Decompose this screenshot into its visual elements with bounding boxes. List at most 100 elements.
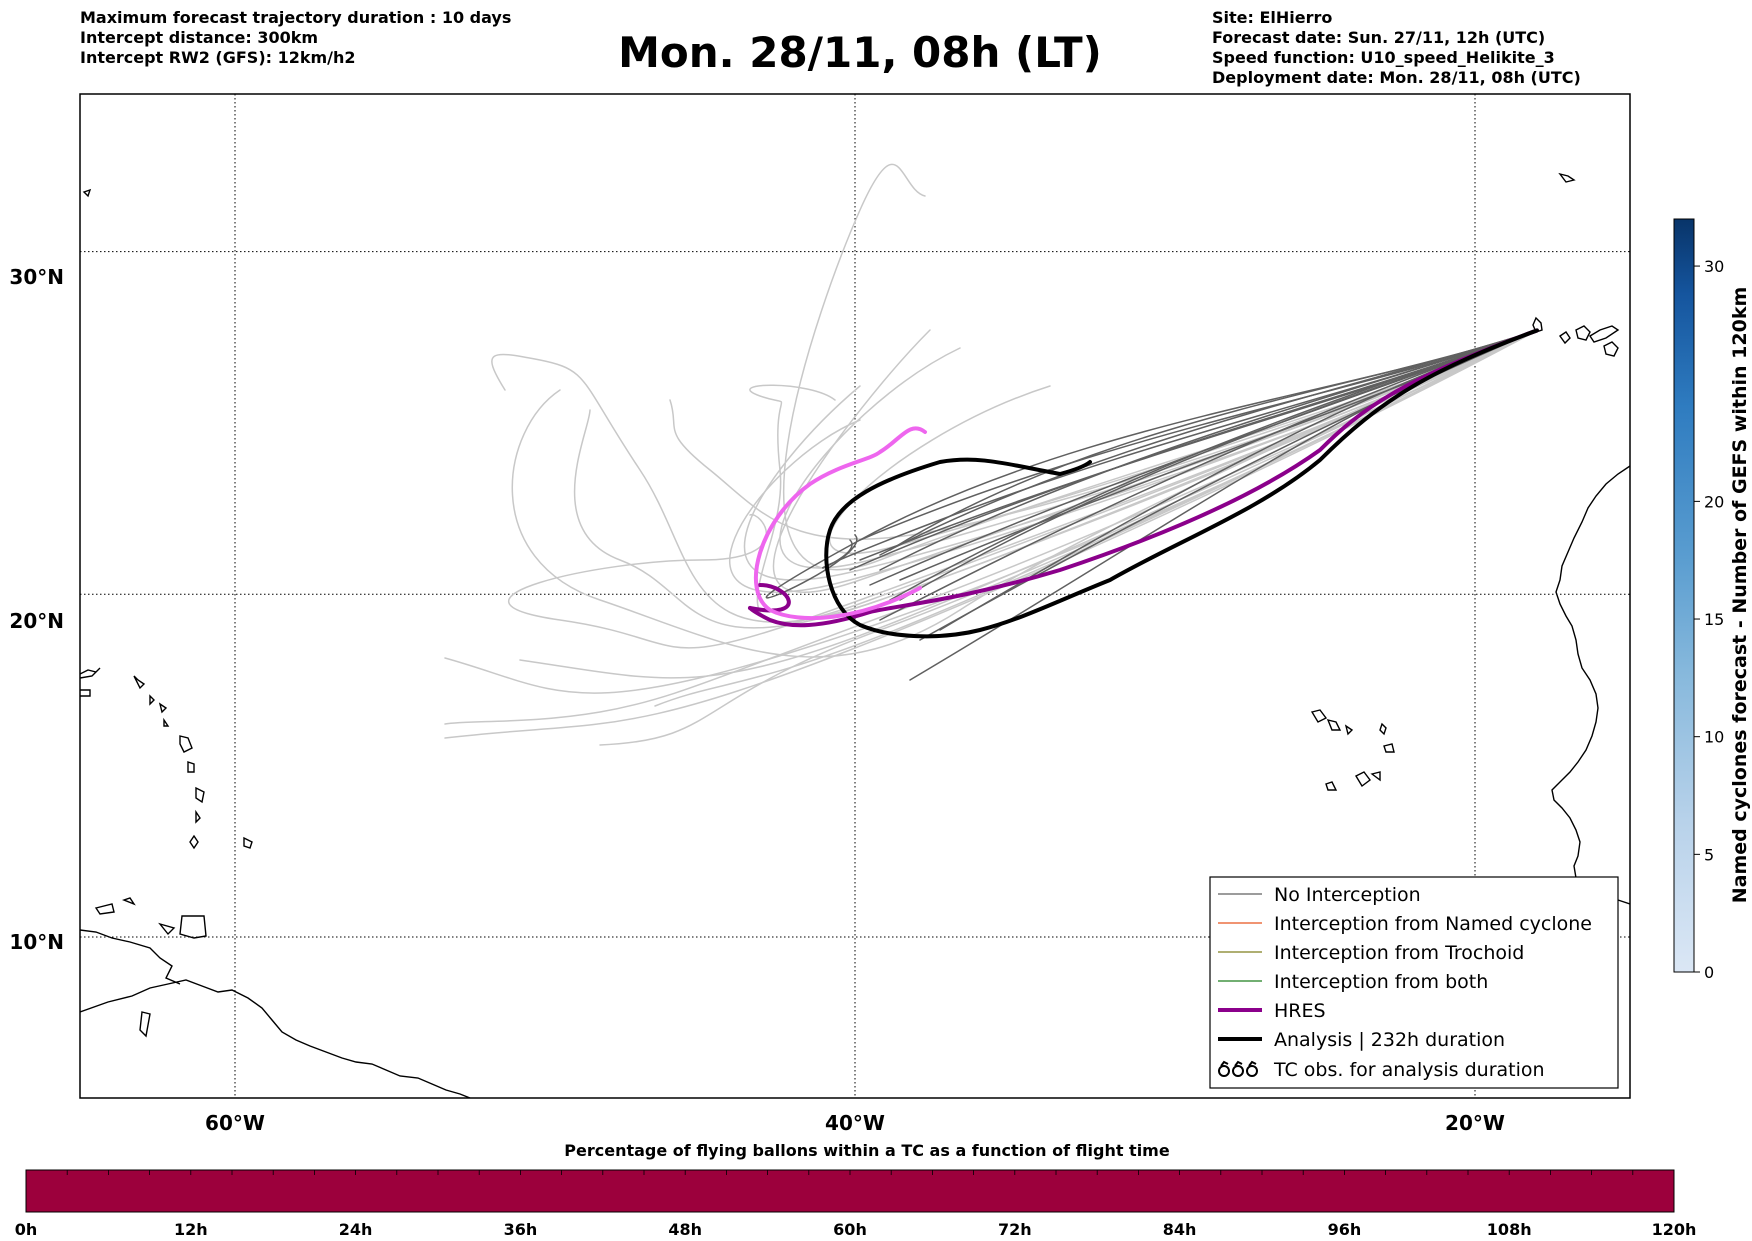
island-leeward-2 <box>80 689 91 697</box>
colorbar-tick-label-5: 5 <box>1704 845 1714 864</box>
legend-label-named-cyclone: Interception from Named cyclone <box>1274 913 1592 935</box>
tc-obs-symbol-icon <box>1218 1060 1258 1077</box>
bottom-bar-tick-label: 12h <box>174 1220 208 1239</box>
island-lesser-antilles-4 <box>195 809 201 824</box>
bottom-bar-tick-label: 120h <box>1652 1220 1697 1239</box>
site-text: Site: ElHierro <box>1212 8 1333 27</box>
lon-label-40w: 40°W <box>825 1111 885 1135</box>
island-cape-verde-8 <box>1370 771 1381 782</box>
faded-track-16 <box>508 329 1538 649</box>
island-canary-5 <box>1603 341 1619 357</box>
hres-track <box>748 328 1539 628</box>
trajectory-tracks <box>444 163 1539 746</box>
coast-venezuela-delta <box>80 929 181 985</box>
legend-label-tc-obs: TC obs. for analysis duration <box>1273 1059 1545 1081</box>
colorbar-tick-label-10: 10 <box>1704 728 1724 747</box>
hres-track-tail <box>748 583 791 613</box>
pink-track <box>754 426 927 621</box>
forecast-date-text: Forecast date: Sun. 27/11, 12h (UTC) <box>1212 28 1546 47</box>
max-duration-text: Maximum forecast trajectory duration : 1… <box>80 8 512 27</box>
island-barbados <box>94 903 115 915</box>
faded-track-18 <box>729 329 1538 593</box>
axis-labels: 30°N 20°N 10°N 60°W 40°W 20°W <box>9 265 1505 1135</box>
bottom-bar-ticks: 0h 12h 24h 36h 48h 60h 72h 84h 96h 108h 120h <box>15 1170 1697 1239</box>
coast-south-america <box>80 979 471 1098</box>
island-lesser-antilles-2 <box>187 761 195 773</box>
island-margarita <box>139 1011 151 1038</box>
bottom-bar-tick-label: 36h <box>504 1220 538 1239</box>
legend-label-no-interception: No Interception <box>1274 884 1421 906</box>
island-cape-verde-1 <box>1310 709 1328 723</box>
intercept-rw2-text: Intercept RW2 (GFS): 12km/h2 <box>80 48 356 67</box>
lat-label-30n: 30°N <box>9 265 64 289</box>
faded-track-9 <box>783 163 1538 571</box>
island-cape-verde-4 <box>1379 722 1387 736</box>
island-trinidad <box>179 915 207 939</box>
bottom-bar-tick-label: 108h <box>1487 1220 1532 1239</box>
lat-label-10n: 10°N <box>9 930 64 954</box>
cyclone-count-colorbar: 0 5 10 15 20 30 Named cyclones forecast - Num… <box>1673 218 1751 982</box>
no-interception-track-13 <box>899 329 1538 601</box>
island-canary-4 <box>1589 325 1620 343</box>
colorbar-label: Named cyclones forecast - Number of GEFS… <box>1729 287 1751 904</box>
bottom-bar-tick-label: 96h <box>1328 1220 1362 1239</box>
map-title: Mon. 28/11, 08h (LT) <box>618 28 1102 77</box>
island-canary-2 <box>1559 331 1571 345</box>
legend-label-hres: HRES <box>1274 1000 1326 1022</box>
coastlines <box>80 172 1630 1098</box>
bottom-bar-tick-label: 84h <box>1163 1220 1197 1239</box>
island-leeward-4 <box>149 694 155 706</box>
header-right-info: Site: ElHierro Forecast date: Sun. 27/11… <box>1212 8 1581 88</box>
bottom-bar-fill <box>25 1169 1675 1213</box>
analysis-track <box>824 328 1539 639</box>
island-leeward-3 <box>133 675 146 690</box>
island-cape-verde-6 <box>1325 781 1338 791</box>
map-legend: No Interception Interception from Named … <box>1209 876 1619 1089</box>
intercept-distance-text: Intercept distance: 300km <box>80 28 319 47</box>
lat-label-20n: 20°N <box>9 609 64 633</box>
speed-function-text: Speed function: U10_speed_Helikite_3 <box>1212 48 1555 67</box>
island-small-w <box>82 188 92 198</box>
colorbar-tick-label-15: 15 <box>1704 610 1724 629</box>
coast-west-africa <box>1551 465 1630 905</box>
island-lesser-antilles-3 <box>195 786 205 804</box>
island-lesser-antilles-5 <box>189 834 199 850</box>
colorbar-ticks: 0 5 10 15 20 30 <box>1694 257 1724 982</box>
colorbar-tick-label-0: 0 <box>1704 963 1714 982</box>
map-frame <box>79 93 1631 1099</box>
colorbar-gradient <box>1673 218 1695 973</box>
island-madeira <box>1558 172 1576 183</box>
bottom-bar-title: Percentage of flying ballons within a TC… <box>564 1141 1170 1160</box>
no-interception-track-11 <box>849 329 1538 571</box>
colorbar-tick-label-20: 20 <box>1704 492 1724 511</box>
island-leeward-6 <box>163 717 170 727</box>
island-canary-1 <box>1532 316 1543 333</box>
legend-label-trochoid: Interception from Trochoid <box>1274 942 1524 964</box>
legend-label-analysis: Analysis | 232h duration <box>1274 1029 1505 1051</box>
island-lesser-antilles-1 <box>179 735 193 753</box>
island-cape-verde-5 <box>1383 743 1395 753</box>
no-interception-track-10 <box>765 329 1538 599</box>
bottom-bar-tick-label: 72h <box>998 1220 1032 1239</box>
island-grenada <box>121 897 136 906</box>
island-leeward-5 <box>158 702 168 714</box>
legend-label-both: Interception from both <box>1274 971 1488 993</box>
bottom-bar-tick-label: 48h <box>668 1220 702 1239</box>
island-cape-verde-2 <box>1326 718 1342 731</box>
faded-track-17 <box>444 329 1538 725</box>
deployment-date-text: Deployment date: Mon. 28/11, 08h (UTC) <box>1212 68 1581 87</box>
island-lesser-antilles-6 <box>243 836 253 849</box>
island-leeward-1 <box>80 667 101 679</box>
no-interception-track-16 <box>879 329 1538 571</box>
bottom-bar-tick-label: 24h <box>339 1220 373 1239</box>
island-cape-verde-7 <box>1355 771 1371 788</box>
lon-label-60w: 60°W <box>205 1111 265 1135</box>
island-canary-3 <box>1575 325 1591 341</box>
island-cape-verde-3 <box>1344 724 1354 736</box>
legend-box <box>1209 876 1619 1089</box>
lon-label-20w: 20°W <box>1445 1111 1505 1135</box>
flight-time-bar: Percentage of flying ballons within a TC… <box>15 1141 1697 1239</box>
island-tobago <box>158 922 176 936</box>
colorbar-tick-label-30: 30 <box>1704 257 1724 276</box>
